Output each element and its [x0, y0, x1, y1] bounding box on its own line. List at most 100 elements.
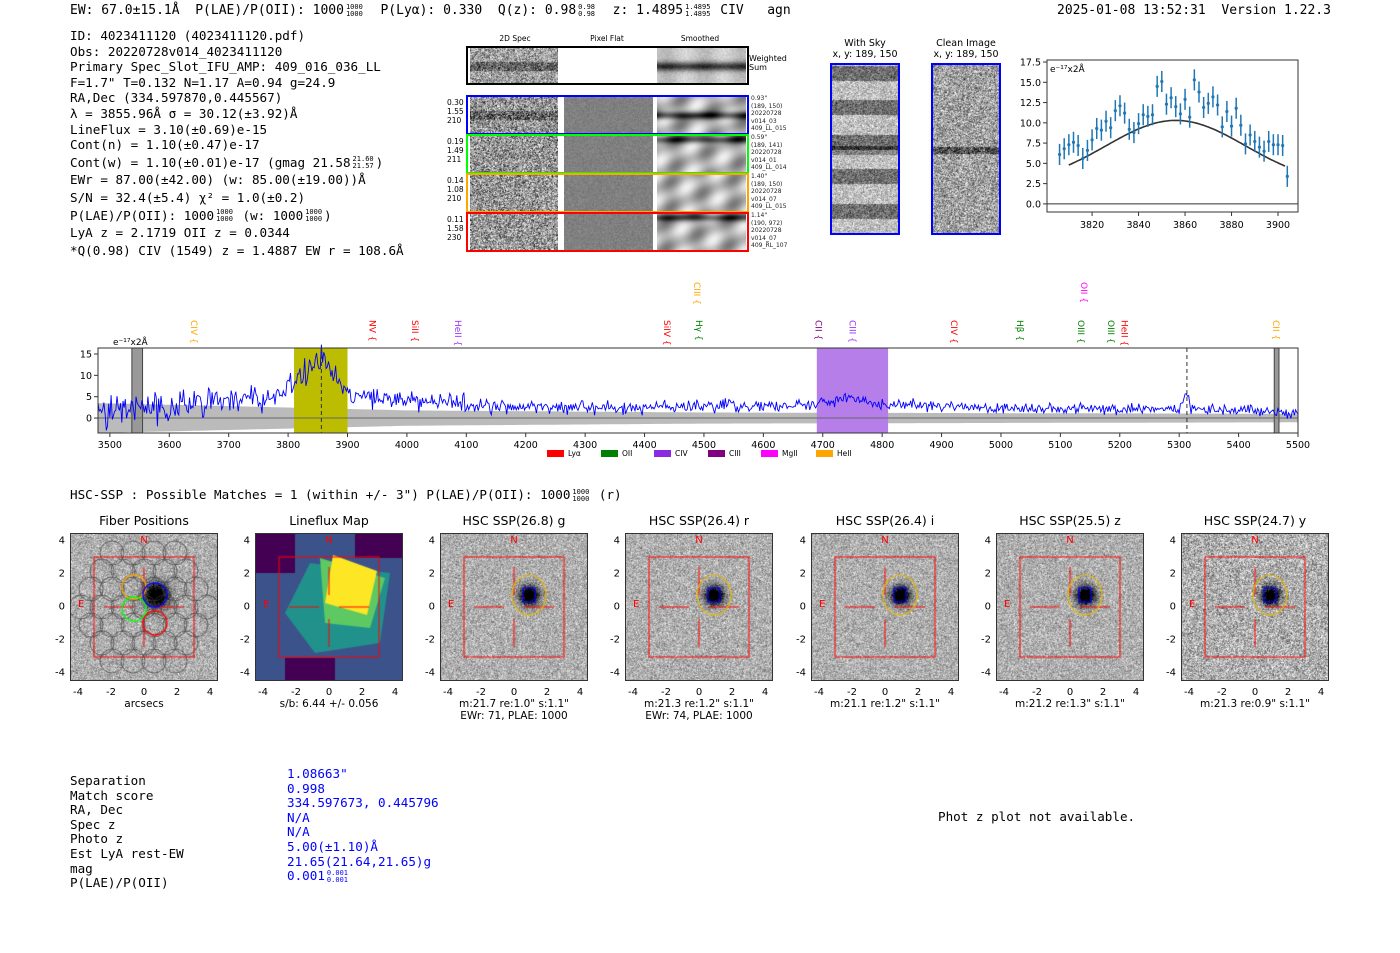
hsc-plae-hi: 1000	[572, 487, 590, 496]
cutout-ytick-label: -2	[981, 634, 991, 646]
fit-data-point	[1067, 143, 1071, 147]
cutout-xtick-label: 2	[1099, 687, 1107, 698]
fit-data-point	[1271, 143, 1275, 147]
cutout-image-hsc	[996, 533, 1144, 681]
fit-data-point	[1127, 127, 1131, 131]
cutout-ytick-label: 2	[799, 568, 806, 580]
cutout-ytick-label: -4	[1166, 667, 1176, 679]
cutout-caption: arcsecs	[124, 698, 164, 710]
line-label: NV {	[366, 320, 376, 341]
cutout-ytick-label: 0	[243, 601, 250, 613]
spec-xtick-label: 4200	[514, 440, 538, 451]
cutout-xtick-label: 4	[391, 687, 399, 698]
north-label: N	[1066, 535, 1074, 546]
cutout-frame	[811, 533, 959, 681]
north-label: N	[325, 535, 333, 546]
fit-data-point	[1211, 95, 1215, 99]
fit-data-point	[1104, 119, 1108, 123]
fiber-row-stats: 0.30 1.55 210	[447, 98, 464, 125]
fit-xtick-label: 3860	[1173, 220, 1197, 231]
value-mag: 21.65(21.64,21.65)g	[287, 853, 432, 869]
east-label: E	[1189, 599, 1196, 610]
cutout-xtick-label: -2	[106, 687, 116, 698]
fit-data-point	[1234, 106, 1238, 110]
legend-label: MgII	[782, 449, 798, 458]
cutout-xtick-label: 4	[947, 687, 955, 698]
cutout-xtick-label: 0	[881, 687, 889, 698]
fit-data-point	[1099, 128, 1103, 132]
fit-data-point	[1169, 96, 1173, 100]
fit-data-point	[1057, 152, 1062, 157]
cutout-ytick-label: -2	[55, 634, 65, 646]
fiber-smoothed	[657, 136, 746, 172]
info-contw: Cont(w) = 1.10(±0.01)e-17 (gmag 21.58	[70, 154, 351, 170]
cutout-xtick-label: 4	[576, 687, 584, 698]
legend-item: CIV	[654, 449, 688, 458]
label-plae: P(LAE)/P(OII)	[70, 875, 169, 891]
cutout-frame	[625, 533, 773, 681]
north-label: N	[695, 535, 703, 546]
line-label: Hγ {	[693, 320, 703, 341]
spec-xtick-label: 4500	[692, 440, 716, 451]
legend-label: CIII	[729, 449, 741, 458]
cutout-caption: m:21.3 re:0.9" s:1.1"	[1200, 698, 1310, 710]
fit-data-point	[1113, 109, 1117, 113]
plae-w: (w: 1000	[242, 207, 304, 223]
fiber-2d-spec	[470, 175, 558, 211]
cutout-ytick-label: -2	[1166, 634, 1176, 646]
fit-data-point	[1197, 90, 1201, 94]
photz-message: Phot z plot not available.	[938, 809, 1136, 824]
header-plya: P(Lyα): 0.330	[380, 3, 483, 18]
legend-label: HeII	[837, 449, 852, 458]
line-label: OIII {	[1075, 320, 1085, 344]
cutout-frame	[996, 533, 1144, 681]
cutout-caption: EWr: 74, PLAE: 1000	[645, 710, 753, 722]
fiber-2d-spec	[470, 97, 558, 133]
east-label: E	[819, 599, 826, 610]
info-lineflux: LineFlux = 3.10(±0.69)e-15	[70, 121, 268, 137]
fit-data-point	[1202, 105, 1206, 110]
fit-data-point	[1281, 143, 1285, 148]
info-plae: P(LAE)/P(OII): 1000	[70, 207, 215, 223]
line-label: SiII {	[409, 320, 419, 342]
spec-xtick-label: 4100	[454, 440, 478, 451]
fiber-pixel-flat	[564, 175, 653, 211]
cutout-xtick-label: -4	[443, 687, 453, 698]
cutout-title: HSC SSP(26.4) r	[648, 513, 750, 528]
hsc-title: HSC-SSP : Possible Matches = 1 (within +…	[70, 487, 622, 503]
fit-data-point	[1225, 109, 1229, 114]
cutout-image-hsc	[625, 533, 773, 681]
fit-data-point	[1123, 111, 1127, 115]
line-label: CIII {	[691, 282, 701, 305]
fit-data-point	[1262, 149, 1266, 153]
spec-xtick-label: 4400	[632, 440, 656, 451]
fit-data-point	[1174, 105, 1178, 109]
clean-image-label: Clean Image	[936, 38, 996, 49]
cutout-frame	[440, 533, 588, 681]
fit-data-point	[1243, 142, 1248, 146]
cutout-ytick-label: -2	[796, 634, 806, 646]
info-primary: Primary Spec_Slot_IFU_AMP: 409_016_036_L…	[70, 59, 381, 75]
weighted-2d-spec	[470, 48, 558, 83]
cutout-xtick-label: 2	[914, 687, 922, 698]
cutout-xtick-label: -4	[628, 687, 638, 698]
fit-data-point	[1160, 79, 1164, 84]
fit-data-point	[1267, 139, 1271, 144]
fit-data-point	[1118, 104, 1122, 108]
legend-swatch	[547, 450, 564, 457]
spectrum-line	[97, 344, 1299, 431]
legend-swatch	[601, 450, 618, 457]
masked-region	[1273, 347, 1280, 434]
legend-swatch	[654, 450, 671, 457]
line-label: OIII {	[1105, 320, 1115, 344]
fit-data-point	[1085, 148, 1090, 152]
cutout-xtick-label: -2	[1217, 687, 1227, 698]
fit-ytick-label: 2.5	[1026, 179, 1041, 190]
spec-xtick-label: 3500	[98, 440, 122, 451]
cutout-ytick-label: 2	[243, 568, 250, 580]
cutout-title: Lineflux Map	[289, 513, 369, 528]
value-radec: 334.597673, 0.445796	[287, 795, 439, 811]
spec-xtick-label: 5100	[1048, 440, 1072, 451]
cutout-xtick-label: 2	[173, 687, 181, 698]
cutout-title: HSC SSP(25.5) z	[1019, 513, 1121, 528]
